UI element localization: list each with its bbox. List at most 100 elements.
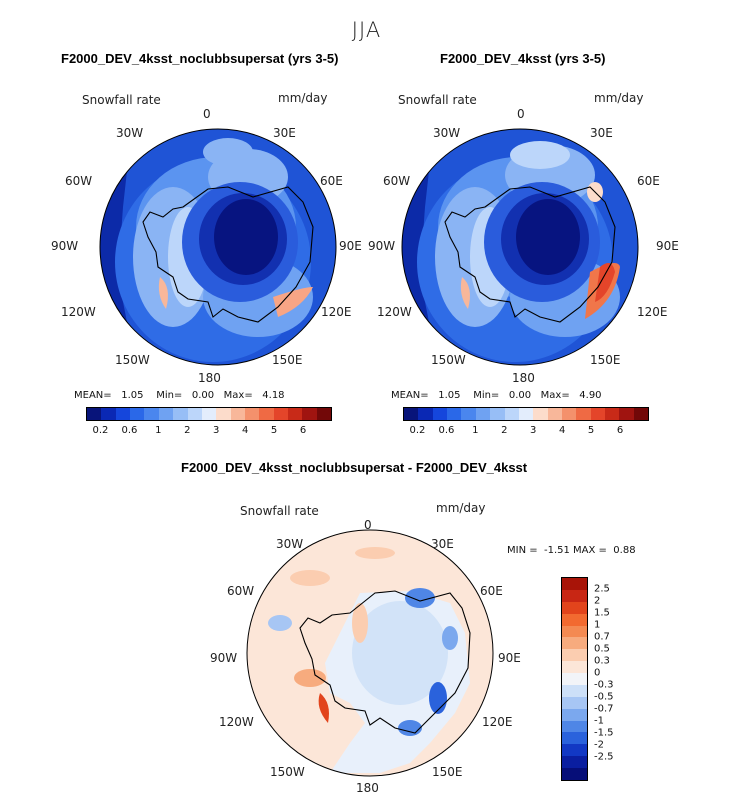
colorbar-swatch — [562, 625, 587, 638]
panel-left-title: F2000_DEV_4ksst_noclubbsupersat (yrs 3-5… — [61, 51, 339, 66]
colorbar-swatch — [418, 408, 433, 420]
colorbar-swatch — [447, 408, 462, 420]
colorbar-tick-label: 3 — [213, 425, 220, 436]
colorbar-tick-label: 2 — [594, 595, 601, 607]
mean-value: 1.05 — [121, 390, 144, 401]
lon-label-diff-30w: 30W — [276, 537, 304, 551]
colorbar-tick-label: -0.7 — [594, 703, 614, 715]
colorbar-swatch — [115, 408, 131, 420]
colorbar-swatch — [130, 408, 145, 420]
colorbar-swatch — [302, 408, 317, 420]
colorbar-tick-label: -0.3 — [594, 679, 614, 691]
colorbar-swatch — [562, 589, 587, 602]
colorbar-tick-label: 2.5 — [594, 583, 610, 595]
max-value: 4.90 — [579, 390, 602, 401]
colorbar-swatch — [605, 408, 620, 420]
colorbar-swatch — [187, 408, 202, 420]
lon-label-left-60w: 60W — [65, 174, 93, 188]
lon-label-right-150e: 150E — [590, 353, 621, 367]
colorbar-swatch — [619, 408, 634, 420]
lon-label-left-150w: 150W — [115, 353, 150, 367]
panel-right-units: mm/day — [594, 91, 644, 105]
colorbar-left — [86, 407, 332, 421]
colorbar-swatch — [87, 408, 102, 420]
lon-label-diff-150w: 150W — [270, 765, 305, 779]
colorbar-tick-label: -1.5 — [594, 727, 614, 739]
lon-label-diff-30e: 30E — [431, 537, 454, 551]
colorbar-swatch — [173, 408, 188, 420]
colorbar-swatch — [562, 720, 587, 733]
colorbar-swatch — [633, 408, 649, 420]
map-right — [401, 128, 639, 366]
colorbar-swatch — [158, 408, 174, 420]
colorbar-tick-label: 6 — [299, 425, 307, 436]
lon-label-left-120w: 120W — [61, 305, 96, 319]
lon-label-right-60e: 60E — [637, 174, 660, 188]
lon-label-diff-120e: 120E — [482, 715, 513, 729]
lon-label-right-90w: 90W — [368, 239, 396, 253]
colorbar-tick-label: 6 — [616, 425, 624, 436]
colorbar-tick-label: 4 — [558, 425, 566, 436]
max-value: 4.18 — [262, 390, 285, 401]
lon-label-right-30w: 30W — [433, 126, 461, 140]
colorbar-swatch — [562, 649, 587, 662]
colorbar-tick-label: 1 — [155, 425, 162, 436]
lon-label-right-30e: 30E — [590, 126, 613, 140]
lon-label-diff-180: 180 — [356, 781, 379, 795]
colorbar-swatch — [504, 408, 519, 420]
map-diff — [246, 529, 494, 777]
colorbar-tick-label: 1 — [594, 619, 601, 631]
lon-label-left-30w: 30W — [116, 126, 144, 140]
lon-label-diff-90w: 90W — [210, 651, 238, 665]
colorbar-tick-label: 0.3 — [594, 655, 610, 667]
map-diff-coastline — [299, 590, 471, 734]
panel-right-stats: MEAN= 1.05 Min= 0.00 Max= 4.90 — [391, 390, 602, 401]
colorbar-swatch — [562, 744, 587, 757]
lon-label-right-120e: 120E — [637, 305, 668, 319]
max-label: MAX = — [573, 545, 607, 556]
colorbar-swatch — [590, 408, 606, 420]
figure-title: JJA — [351, 18, 382, 42]
colorbar-swatch — [144, 408, 159, 420]
lon-label-diff-60e: 60E — [480, 584, 503, 598]
min-value: -1.51 — [543, 545, 570, 556]
colorbar-swatch — [475, 408, 491, 420]
colorbar-tick-label: 3 — [530, 425, 537, 436]
colorbar-tick-label: 0.6 — [121, 425, 138, 436]
colorbar-tick-label: 0.5 — [594, 643, 610, 655]
panel-diff-units: mm/day — [436, 501, 486, 515]
max-label: Max= — [223, 390, 253, 401]
colorbar-tick-label: 1 — [472, 425, 479, 436]
lon-label-diff-120w: 120W — [219, 715, 254, 729]
lon-label-right-180: 180 — [512, 371, 535, 385]
colorbar-tick-label: 0.6 — [438, 425, 455, 436]
lon-label-right-60w: 60W — [383, 174, 411, 188]
colorbar-swatch — [230, 408, 245, 420]
max-value: 0.88 — [613, 545, 636, 556]
map-left-field — [100, 129, 336, 365]
colorbar-swatch — [216, 408, 231, 420]
map-diff-field — [247, 530, 493, 776]
colorbar-tick-label: 0.7 — [594, 631, 610, 643]
colorbar-swatch — [562, 578, 587, 590]
colorbar-swatch — [316, 408, 332, 420]
map-right-field — [402, 129, 638, 365]
panel-diff-title: F2000_DEV_4ksst_noclubbsupersat - F2000_… — [181, 460, 528, 475]
lon-label-diff-0: 0 — [364, 518, 372, 532]
lon-label-left-120e: 120E — [321, 305, 352, 319]
colorbar-tick-label: 5 — [587, 425, 595, 436]
colorbar-tick-label: -2.5 — [594, 751, 614, 763]
lon-label-diff-90e: 90E — [498, 651, 521, 665]
colorbar-swatch — [562, 756, 587, 768]
colorbar-swatch — [547, 408, 562, 420]
colorbar-swatch — [562, 684, 587, 697]
lon-label-left-90w: 90W — [51, 239, 79, 253]
lon-label-right-150w: 150W — [431, 353, 466, 367]
map-left-coastline — [142, 186, 314, 323]
panel-right-title: F2000_DEV_4ksst (yrs 3-5) — [440, 51, 606, 66]
colorbar-swatch — [533, 408, 548, 420]
colorbar-tick-label: 2 — [501, 425, 508, 436]
colorbar-swatch — [201, 408, 217, 420]
colorbar-swatch — [259, 408, 274, 420]
colorbar-swatch — [562, 768, 587, 780]
